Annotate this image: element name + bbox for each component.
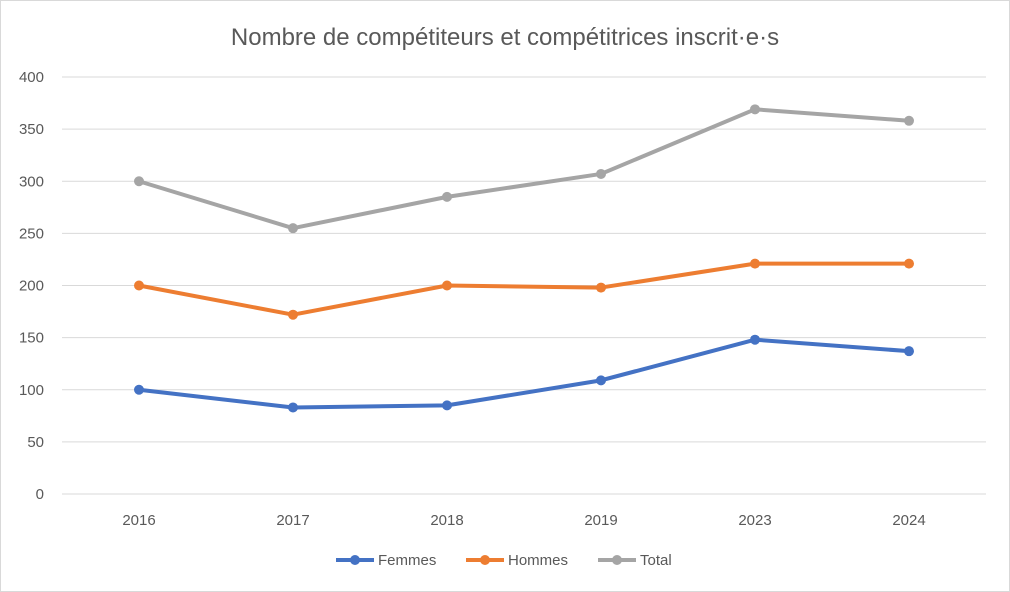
data-point-total [442,191,452,202]
legend-swatch-marker-femmes [350,555,360,565]
y-tick-label: 100 [19,382,44,399]
legend: Femmes Hommes Total [336,552,672,569]
legend-swatch-marker-total [612,555,622,565]
y-tick-label: 350 [19,121,44,138]
data-point-total [904,115,914,126]
legend-label-femmes: Femmes [378,552,436,569]
y-tick-label: 300 [19,173,44,190]
data-point-femmes [288,402,298,413]
legend-item-total: Total [598,552,672,569]
x-axis-tick-labels: 2016 2017 2018 2019 2023 2024 [122,512,925,529]
y-tick-label: 50 [27,434,44,451]
legend-label-hommes: Hommes [508,552,568,569]
series-layer [134,104,914,413]
y-tick-label: 400 [19,69,44,86]
data-point-total [596,168,606,179]
x-tick-label: 2024 [892,512,925,529]
legend-swatch-marker-hommes [480,555,490,565]
legend-item-femmes: Femmes [336,552,436,569]
series-line-total [137,107,911,231]
data-point-hommes [288,309,298,320]
y-tick-label: 200 [19,278,44,295]
data-point-femmes [442,400,452,411]
data-point-hommes [442,280,452,291]
data-point-femmes [596,375,606,386]
data-point-femmes [134,384,144,395]
data-point-hommes [750,258,760,269]
data-point-total [288,223,298,234]
data-point-femmes [904,346,914,357]
data-point-femmes [750,334,760,345]
x-tick-label: 2018 [430,512,463,529]
series-line-femmes [137,337,911,410]
y-tick-label: 0 [36,486,44,503]
data-point-total [134,176,144,187]
data-point-total [750,104,760,115]
x-tick-label: 2016 [122,512,155,529]
grid-lines [62,76,986,495]
y-tick-label: 150 [19,330,44,347]
legend-label-total: Total [640,552,672,569]
chart-title: Nombre de compétiteurs et compétitrices … [231,24,779,51]
x-tick-label: 2017 [276,512,309,529]
data-point-hommes [134,280,144,291]
series-line-hommes [137,261,911,317]
x-tick-label: 2019 [584,512,617,529]
y-tick-label: 250 [19,225,44,242]
x-tick-label: 2023 [738,512,771,529]
legend-item-hommes: Hommes [466,552,568,569]
data-point-hommes [904,258,914,269]
y-axis-tick-labels: 0 50 100 150 200 250 300 350 400 [19,69,44,503]
data-point-hommes [596,282,606,293]
